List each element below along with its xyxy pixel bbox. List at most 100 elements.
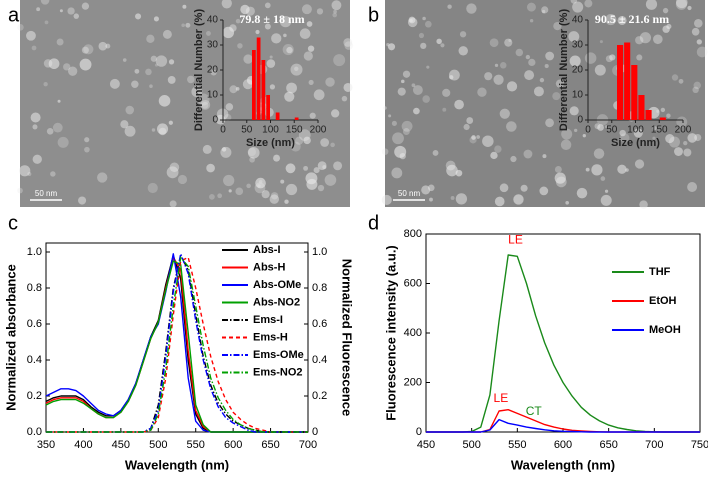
- particle: [282, 43, 294, 56]
- x-tick-label: 400: [74, 439, 92, 451]
- particle: [145, 68, 152, 76]
- particle: [554, 166, 562, 173]
- particle: [582, 134, 586, 138]
- particle: [50, 171, 56, 177]
- x-tick-label: 0: [585, 125, 591, 136]
- particle: [387, 43, 396, 51]
- bar: [645, 110, 652, 120]
- legend-label: Ems-H: [253, 331, 288, 343]
- particle: [83, 44, 94, 55]
- particle: [317, 184, 325, 192]
- particle: [515, 48, 524, 57]
- particle: [157, 123, 169, 135]
- inset-annotation: 90.5 ± 21.6 nm: [595, 12, 669, 26]
- x-tick-label: 450: [417, 439, 435, 451]
- particle: [36, 7, 41, 12]
- particle: [544, 63, 549, 69]
- x-tick-label: 50: [606, 125, 618, 136]
- particle: [303, 165, 309, 171]
- particle: [105, 43, 111, 49]
- y2-tick-label: 0.2: [312, 390, 327, 402]
- particle: [201, 101, 209, 109]
- y2-tick-label: 0: [312, 426, 318, 438]
- particle: [57, 136, 69, 148]
- particle: [166, 166, 179, 179]
- bar: [256, 37, 261, 120]
- particle: [284, 91, 295, 102]
- particle: [235, 18, 241, 24]
- particle: [221, 0, 232, 9]
- x-tick-label: 600: [554, 439, 572, 451]
- particle: [206, 163, 215, 173]
- x-tick-label: 100: [627, 125, 644, 136]
- particle: [187, 75, 195, 84]
- x-axis-label: Wavelength (nm): [125, 457, 229, 472]
- particle: [290, 141, 301, 152]
- particle: [343, 82, 353, 93]
- x-tick-label: 700: [299, 439, 317, 451]
- particle: [442, 107, 447, 112]
- particle: [313, 167, 320, 174]
- particle: [466, 3, 477, 14]
- particle: [330, 142, 335, 148]
- particle: [235, 187, 244, 196]
- particle: [31, 45, 37, 51]
- legend-label: THF: [649, 266, 671, 278]
- particle: [167, 75, 176, 84]
- particle: [120, 120, 129, 129]
- particle: [489, 38, 499, 48]
- panel-label: b: [368, 4, 379, 26]
- x-tick-label: 200: [310, 125, 327, 136]
- y-tick-label: 0.6: [27, 318, 42, 330]
- particle: [124, 125, 136, 137]
- annotation: LE: [508, 232, 523, 246]
- y2-tick-label: 0.6: [312, 318, 327, 330]
- x-tick-label: 200: [675, 125, 692, 136]
- particle: [446, 164, 458, 177]
- particle: [585, 167, 590, 172]
- particle: [561, 128, 573, 140]
- particle: [425, 20, 432, 28]
- y-tick-label: 400: [404, 327, 422, 339]
- particle: [266, 59, 276, 68]
- particle: [568, 31, 580, 43]
- particle: [604, 189, 609, 193]
- particle: [413, 107, 420, 115]
- legend-label: Abs-OMe: [253, 279, 301, 291]
- x-tick-label: 550: [187, 439, 205, 451]
- x-tick-label: 550: [508, 439, 526, 451]
- particle: [609, 54, 616, 61]
- particle: [525, 54, 531, 60]
- y-tick-label: 40: [572, 15, 584, 26]
- x-axis-label: Wavelength (nm): [511, 457, 615, 472]
- particle: [477, 87, 487, 97]
- particle: [635, 36, 644, 45]
- particle: [284, 199, 289, 204]
- particle: [303, 51, 313, 61]
- particle: [134, 68, 140, 74]
- y-tick-label: 0.0: [27, 426, 42, 438]
- particle: [269, 194, 280, 204]
- particle: [594, 64, 606, 76]
- particle: [687, 133, 698, 143]
- particle: [210, 69, 217, 76]
- particle: [449, 75, 454, 80]
- x-tick-label: 700: [645, 439, 663, 451]
- particle: [676, 0, 688, 9]
- particle: [605, 14, 617, 26]
- y-tick-label: 0: [212, 115, 218, 126]
- bar: [252, 50, 256, 120]
- particle: [436, 38, 442, 45]
- particle: [599, 40, 603, 44]
- y-tick-label: 0.4: [27, 354, 42, 366]
- particle: [57, 99, 61, 103]
- x-tick-label: 500: [149, 439, 167, 451]
- y-tick-label: 0: [416, 426, 422, 438]
- x-tick-label: 350: [37, 439, 55, 451]
- particle: [617, 164, 627, 174]
- particle: [153, 16, 159, 22]
- particle: [591, 164, 603, 176]
- x-tick-label: 500: [462, 439, 480, 451]
- particle: [442, 88, 451, 97]
- particle: [26, 30, 36, 41]
